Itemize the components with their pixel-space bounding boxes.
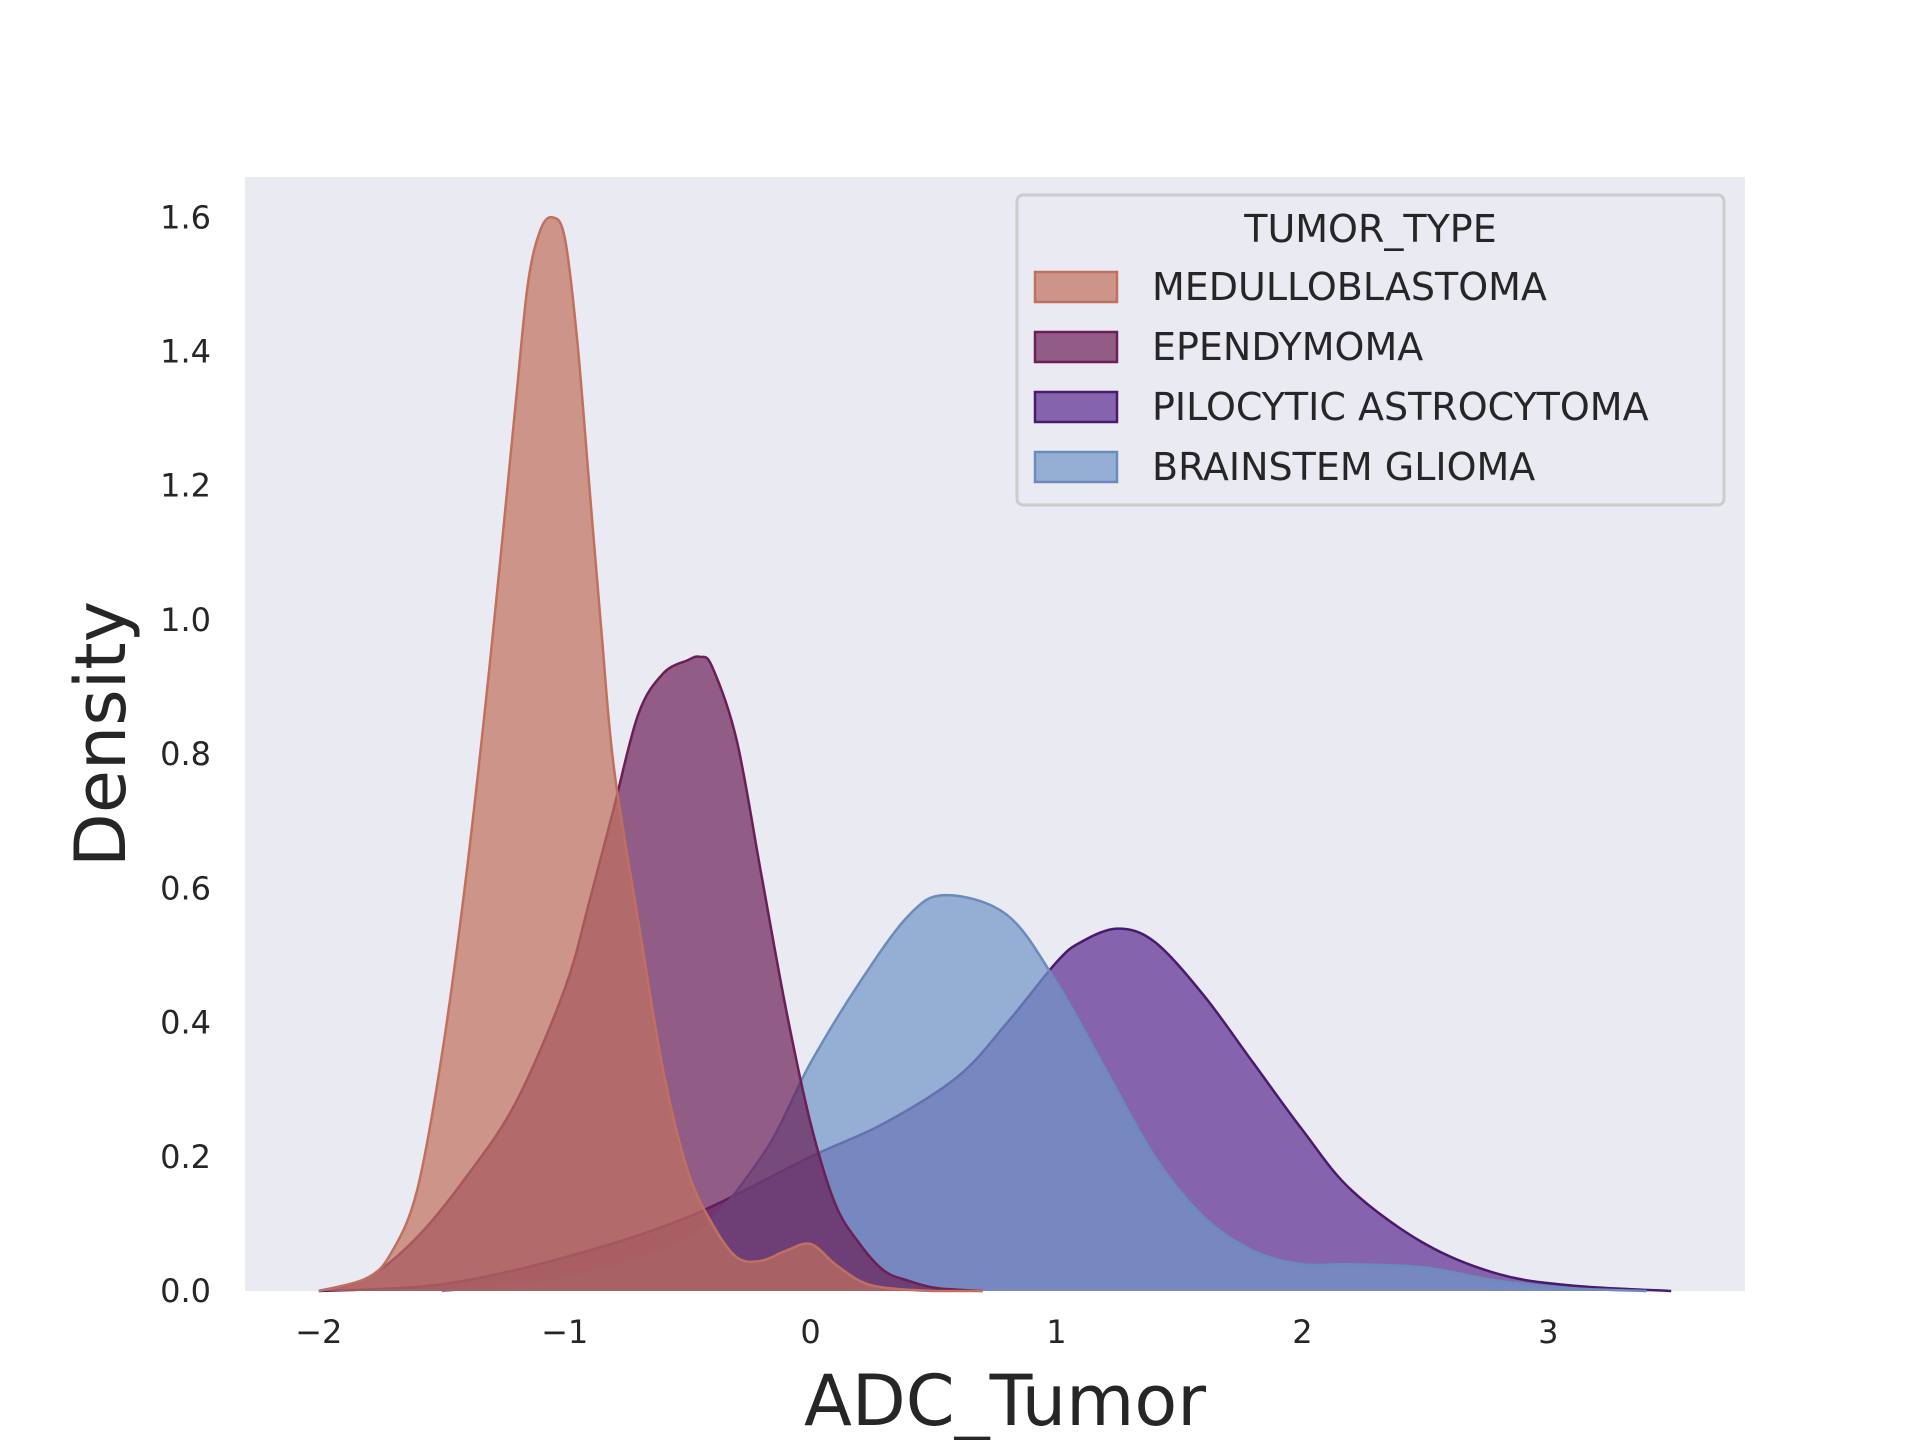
legend-title: TUMOR_TYPE [1243,207,1496,251]
legend: TUMOR_TYPE MEDULLOBLASTOMA EPENDYMOMA PILO… [1015,193,1726,507]
x-tick-label: −2 [295,1313,342,1351]
x-axis-label: ADC_Tumor [804,1360,1206,1440]
density-area-ependymoma [318,656,983,1291]
legend-swatch-medulloblastoma [1033,270,1119,304]
legend-swatch-brainstem-glioma [1033,450,1119,484]
y-tick-label: 1.6 [160,198,211,236]
y-tick-label: 1.0 [160,601,211,639]
y-tick-label: 0.6 [160,869,211,907]
x-tick-label: −1 [541,1313,588,1351]
y-tick-label: 0.2 [160,1138,211,1176]
legend-frame [1015,193,1726,507]
x-tick-label: 0 [800,1313,820,1351]
y-tick-label: 1.4 [160,332,211,370]
y-axis-ticks: 0.0 0.2 0.4 0.6 0.8 1.0 1.2 1.4 1.6 [160,198,211,1310]
y-tick-label: 0.8 [160,735,211,773]
x-tick-label: 2 [1292,1313,1312,1351]
legend-swatch-ependymoma [1033,330,1119,364]
y-tick-label: 0.4 [160,1004,211,1042]
density-areas [318,215,1672,1293]
y-axis-label: Density [60,601,142,867]
legend-label-brainstem-glioma: BRAINSTEM GLIOMA [1152,445,1535,489]
density-line-medulloblastoma [318,215,983,1293]
y-tick-label: 1.2 [160,467,211,505]
legend-label-pilocytic-astrocytoma: PILOCYTIC ASTROCYTOMA [1152,385,1649,429]
legend-swatch-pilocytic-astrocytoma [1033,390,1119,424]
x-tick-label: 1 [1046,1313,1066,1351]
legend-items: MEDULLOBLASTOMA EPENDYMOMA PILOCYTIC ASTRO… [1033,265,1649,489]
density-area-medulloblastoma [318,217,983,1291]
x-axis-ticks: −2 −1 0 1 2 3 [295,1313,1558,1351]
x-tick-label: 3 [1538,1313,1558,1351]
legend-label-medulloblastoma: MEDULLOBLASTOMA [1152,265,1547,309]
legend-label-ependymoma: EPENDYMOMA [1152,325,1423,369]
y-tick-label: 0.0 [160,1272,211,1310]
